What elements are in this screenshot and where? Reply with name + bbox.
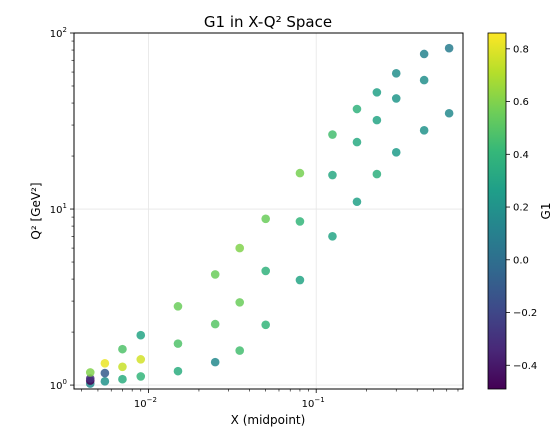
- data-point: [136, 372, 146, 381]
- data-point: [235, 243, 245, 253]
- data-point: [391, 69, 401, 78]
- data-point: [352, 137, 362, 147]
- colorbar-tick-label: 0.4: [513, 150, 529, 161]
- data-point: [118, 344, 127, 354]
- data-point: [210, 357, 220, 367]
- data-point: [372, 115, 382, 125]
- data-point: [261, 320, 270, 330]
- data-point: [328, 170, 337, 180]
- data-point: [118, 374, 127, 384]
- data-point: [85, 368, 95, 377]
- data-points: [85, 43, 454, 388]
- data-point: [295, 275, 305, 285]
- data-point: [261, 214, 270, 224]
- colorbar-gradient: [487, 32, 507, 390]
- data-point: [391, 94, 401, 103]
- data-point: [372, 169, 382, 179]
- data-point: [136, 355, 146, 364]
- data-point: [85, 374, 95, 383]
- data-point: [118, 362, 127, 372]
- x-axis-label: X (midpoint): [231, 413, 306, 427]
- data-point: [372, 88, 382, 97]
- data-point: [444, 108, 454, 118]
- data-point: [444, 43, 454, 53]
- data-point: [210, 319, 220, 329]
- data-point: [235, 346, 245, 355]
- y-tick-label: 101: [50, 202, 67, 216]
- x-tick-label: 10−2: [134, 396, 157, 410]
- data-point: [100, 358, 110, 368]
- chart-title: G1 in X-Q² Space: [204, 13, 332, 31]
- data-point: [173, 339, 183, 348]
- data-point: [210, 270, 220, 279]
- data-point: [100, 377, 110, 386]
- colorbar-tick-label: 0.6: [513, 97, 529, 108]
- data-point: [391, 148, 401, 157]
- data-point: [419, 126, 429, 135]
- colorbar-tick-label: 0.2: [513, 203, 529, 214]
- y-axis: 100 101 102: [50, 26, 74, 392]
- data-point: [295, 168, 305, 178]
- data-point: [261, 266, 270, 276]
- grid-lines: [74, 32, 463, 389]
- data-point: [136, 330, 146, 340]
- colorbar: −0.4 −0.2 0.0 0.2 0.4 0.6 0.8: [487, 32, 537, 390]
- data-point: [328, 130, 337, 139]
- data-point: [173, 366, 183, 376]
- colorbar-tick-label: 0.0: [513, 255, 529, 266]
- y-tick-label: 102: [50, 26, 67, 40]
- y-axis-label: Q² [GeV²]: [29, 182, 43, 239]
- data-point: [419, 75, 429, 85]
- plot-frame: [73, 32, 464, 390]
- y-tick-label: 100: [50, 378, 67, 392]
- data-point: [295, 217, 305, 226]
- data-point: [100, 368, 110, 378]
- x-axis: 10−2 10−1: [81, 389, 459, 410]
- data-point: [419, 49, 429, 59]
- data-point: [352, 197, 362, 207]
- colorbar-tick-label: 0.8: [513, 44, 529, 55]
- data-point: [352, 104, 362, 114]
- data-point: [173, 302, 183, 311]
- data-point: [235, 298, 245, 307]
- colorbar-label: G1: [539, 203, 553, 220]
- colorbar-tick-label: −0.4: [513, 361, 537, 372]
- data-point: [328, 232, 337, 241]
- x-tick-label: 10−1: [302, 396, 325, 410]
- colorbar-tick-label: −0.2: [513, 308, 537, 319]
